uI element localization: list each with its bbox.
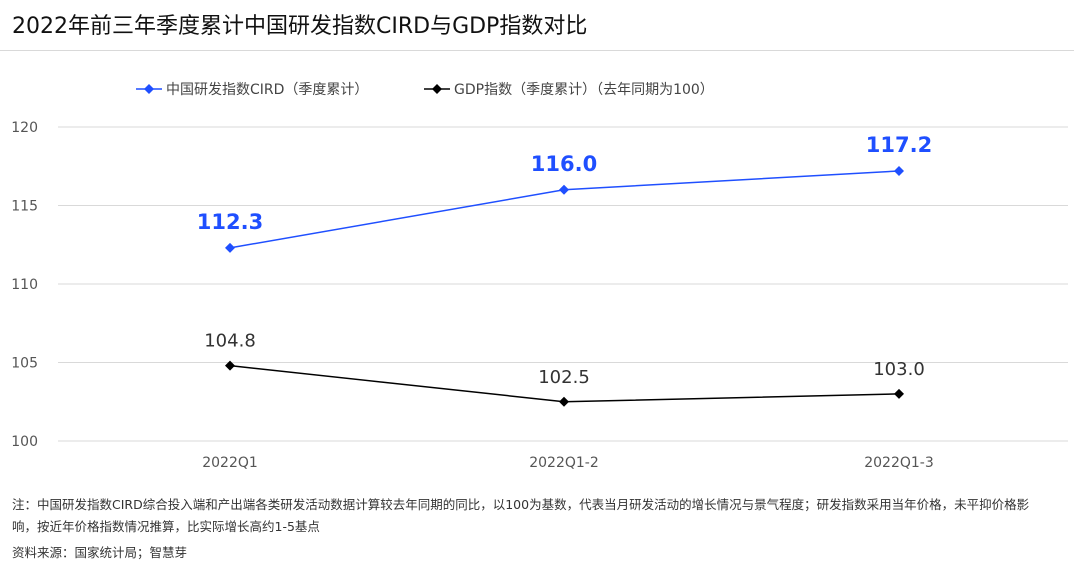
chart-title: 2022年前三年季度累计中国研发指数CIRD与GDP指数对比 <box>12 14 588 39</box>
y-tick-label: 110 <box>11 277 38 293</box>
data-point <box>225 242 235 253</box>
data-point <box>894 388 904 399</box>
chart-series: 112.3 116.0 117.2 104.8 102.5 103.0 <box>197 133 932 407</box>
data-label: 104.8 <box>204 331 256 352</box>
data-label: 116.0 <box>531 152 597 176</box>
data-label: 103.0 <box>873 359 925 380</box>
y-tick-label: 115 <box>11 199 38 215</box>
legend-diamond-icon <box>432 84 442 94</box>
data-label: 112.3 <box>197 210 263 234</box>
data-point <box>894 165 904 176</box>
legend-label: 中国研发指数CIRD（季度累计） <box>166 82 368 98</box>
data-point <box>559 184 569 195</box>
data-point <box>559 396 569 407</box>
line-chart: 中国研发指数CIRD（季度累计） GDP指数（季度累计）（去年同期为100） 10… <box>11 82 1068 471</box>
chart-footnote: 注：中国研发指数CIRD综合投入端和产出端各类研发活动数据计算较去年同期的同比，… <box>12 497 1030 534</box>
data-label: 102.5 <box>538 367 590 388</box>
x-tick-label: 2022Q1-3 <box>864 455 934 471</box>
y-tick-label: 120 <box>11 120 38 136</box>
y-axis-ticks: 100 105 110 115 120 <box>11 120 38 450</box>
chart-legend: 中国研发指数CIRD（季度累计） GDP指数（季度累计）（去年同期为100） <box>136 82 714 98</box>
series-line <box>229 170 900 249</box>
data-label: 117.2 <box>866 133 932 157</box>
x-tick-label: 2022Q1-2 <box>529 455 599 471</box>
chart-grid <box>58 126 1068 442</box>
x-axis-ticks: 2022Q1 2022Q1-2 2022Q1-3 <box>202 455 934 471</box>
legend-label: GDP指数（季度累计）（去年同期为100） <box>454 82 714 98</box>
chart-source: 资料来源：国家统计局；智慧芽 <box>12 545 188 560</box>
y-tick-label: 100 <box>11 434 38 450</box>
title-divider <box>0 50 1074 51</box>
x-tick-label: 2022Q1 <box>202 455 258 471</box>
data-point <box>225 360 235 371</box>
y-tick-label: 105 <box>11 356 38 372</box>
legend-diamond-icon <box>144 84 154 94</box>
